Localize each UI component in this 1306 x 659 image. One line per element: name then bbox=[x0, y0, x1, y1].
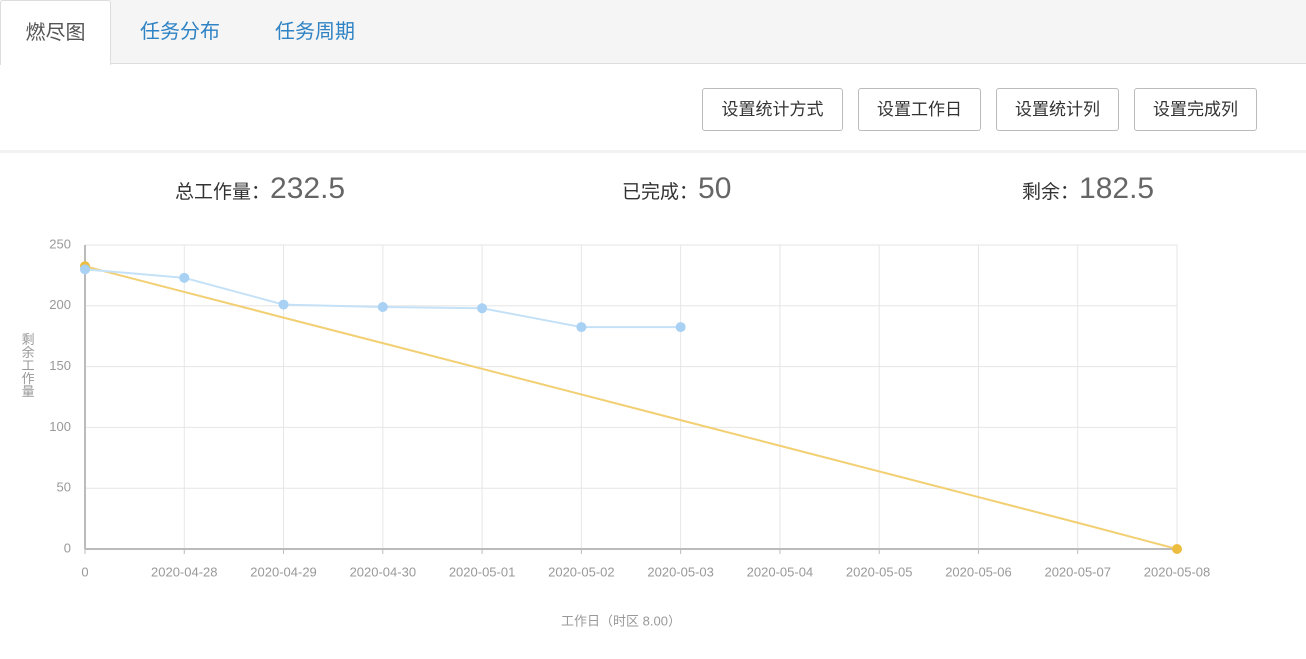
button[interactable]: 设置统计方式 bbox=[702, 88, 843, 131]
point bbox=[179, 272, 190, 283]
tab[interactable]: 任务分布 bbox=[140, 21, 220, 43]
button[interactable]: 设置工作日 bbox=[858, 88, 981, 131]
x-tick-label: 2020-05-05 bbox=[846, 564, 913, 579]
tab[interactable]: 任务周期 bbox=[275, 21, 355, 43]
x-tick-label: 2020-05-03 bbox=[647, 564, 714, 579]
stat-label: 剩余： bbox=[1022, 182, 1080, 203]
x-tick-label: 2020-05-07 bbox=[1044, 564, 1111, 579]
point bbox=[278, 299, 289, 310]
y-tick-label: 250 bbox=[49, 236, 71, 251]
x-tick-label: 2020-04-28 bbox=[151, 564, 218, 579]
y-tick-label: 100 bbox=[49, 419, 71, 434]
stat-value: 232.5 bbox=[270, 172, 346, 205]
chart: 工作日（时区 8.00） 剩余工作量 0 50 100 150 200 250 0 2020-0… bbox=[20, 236, 1211, 628]
x-tick-label: 0 bbox=[81, 564, 88, 579]
y-tick-label: 150 bbox=[49, 358, 71, 373]
x-tick-label: 2020-05-08 bbox=[1144, 564, 1211, 579]
stat: 已完成：50 bbox=[622, 172, 731, 206]
button[interactable]: 设置统计列 bbox=[996, 88, 1119, 131]
x-tick-label: 2020-04-29 bbox=[250, 564, 317, 579]
series-line bbox=[84, 265, 1178, 550]
stat: 剩余：182.5 bbox=[1022, 172, 1154, 206]
point bbox=[576, 322, 587, 333]
stat-label: 已完成： bbox=[622, 182, 699, 203]
y-tick-label: 50 bbox=[57, 480, 71, 495]
x-tick-label: 2020-04-30 bbox=[350, 564, 417, 579]
x-tick-label: 2020-05-06 bbox=[945, 564, 1012, 579]
y-axis-title: 剩余工作量 bbox=[20, 333, 35, 398]
x-axis-title: 工作日（时区 8.00） bbox=[561, 613, 681, 628]
toolbar: 设置统计方式 设置工作日 设置统计列 设置完成列 bbox=[0, 65, 1306, 153]
point bbox=[1172, 544, 1182, 554]
stat: 总工作量：232.5 bbox=[175, 172, 345, 206]
tab[interactable]: 燃尽图 bbox=[0, 0, 111, 65]
x-tick-label: 2020-05-04 bbox=[747, 564, 814, 579]
x-tick-label: 2020-05-02 bbox=[548, 564, 615, 579]
stat-value: 182.5 bbox=[1079, 172, 1155, 205]
point bbox=[675, 322, 686, 333]
button[interactable]: 设置完成列 bbox=[1134, 88, 1257, 131]
x-tick-label: 2020-05-01 bbox=[449, 564, 516, 579]
point bbox=[477, 303, 488, 314]
stat-value: 50 bbox=[698, 172, 732, 205]
y-tick-label: 200 bbox=[49, 297, 71, 312]
stat-label: 总工作量： bbox=[175, 182, 271, 203]
point bbox=[80, 264, 90, 275]
y-tick-label: 0 bbox=[64, 540, 71, 555]
tab-bar: 燃尽图 任务分布 任务周期 bbox=[0, 0, 1306, 65]
point bbox=[377, 302, 388, 313]
